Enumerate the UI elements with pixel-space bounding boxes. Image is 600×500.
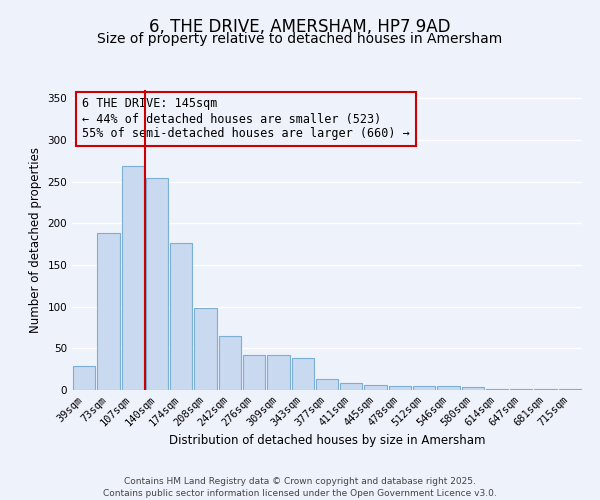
Y-axis label: Number of detached properties: Number of detached properties <box>29 147 42 333</box>
Bar <box>194 308 217 390</box>
Text: 6 THE DRIVE: 145sqm
← 44% of detached houses are smaller (523)
55% of semi-detac: 6 THE DRIVE: 145sqm ← 44% of detached ho… <box>82 98 410 140</box>
Bar <box>340 382 362 390</box>
Bar <box>461 386 484 390</box>
Text: Size of property relative to detached houses in Amersham: Size of property relative to detached ho… <box>97 32 503 46</box>
Bar <box>559 389 581 390</box>
Bar <box>146 178 168 390</box>
Bar <box>389 386 411 390</box>
Bar <box>267 355 290 390</box>
Bar <box>170 244 193 390</box>
Bar <box>218 336 241 390</box>
Bar <box>316 379 338 390</box>
Text: Contains HM Land Registry data © Crown copyright and database right 2025.
Contai: Contains HM Land Registry data © Crown c… <box>103 476 497 498</box>
Bar <box>292 358 314 390</box>
Bar <box>510 389 532 390</box>
Bar <box>243 355 265 390</box>
Bar <box>437 386 460 390</box>
Bar <box>535 389 557 390</box>
Bar <box>413 386 436 390</box>
Bar <box>73 366 95 390</box>
Bar <box>97 234 119 390</box>
Bar <box>486 389 508 390</box>
X-axis label: Distribution of detached houses by size in Amersham: Distribution of detached houses by size … <box>169 434 485 447</box>
Bar <box>364 385 387 390</box>
Text: 6, THE DRIVE, AMERSHAM, HP7 9AD: 6, THE DRIVE, AMERSHAM, HP7 9AD <box>149 18 451 36</box>
Bar <box>122 166 144 390</box>
